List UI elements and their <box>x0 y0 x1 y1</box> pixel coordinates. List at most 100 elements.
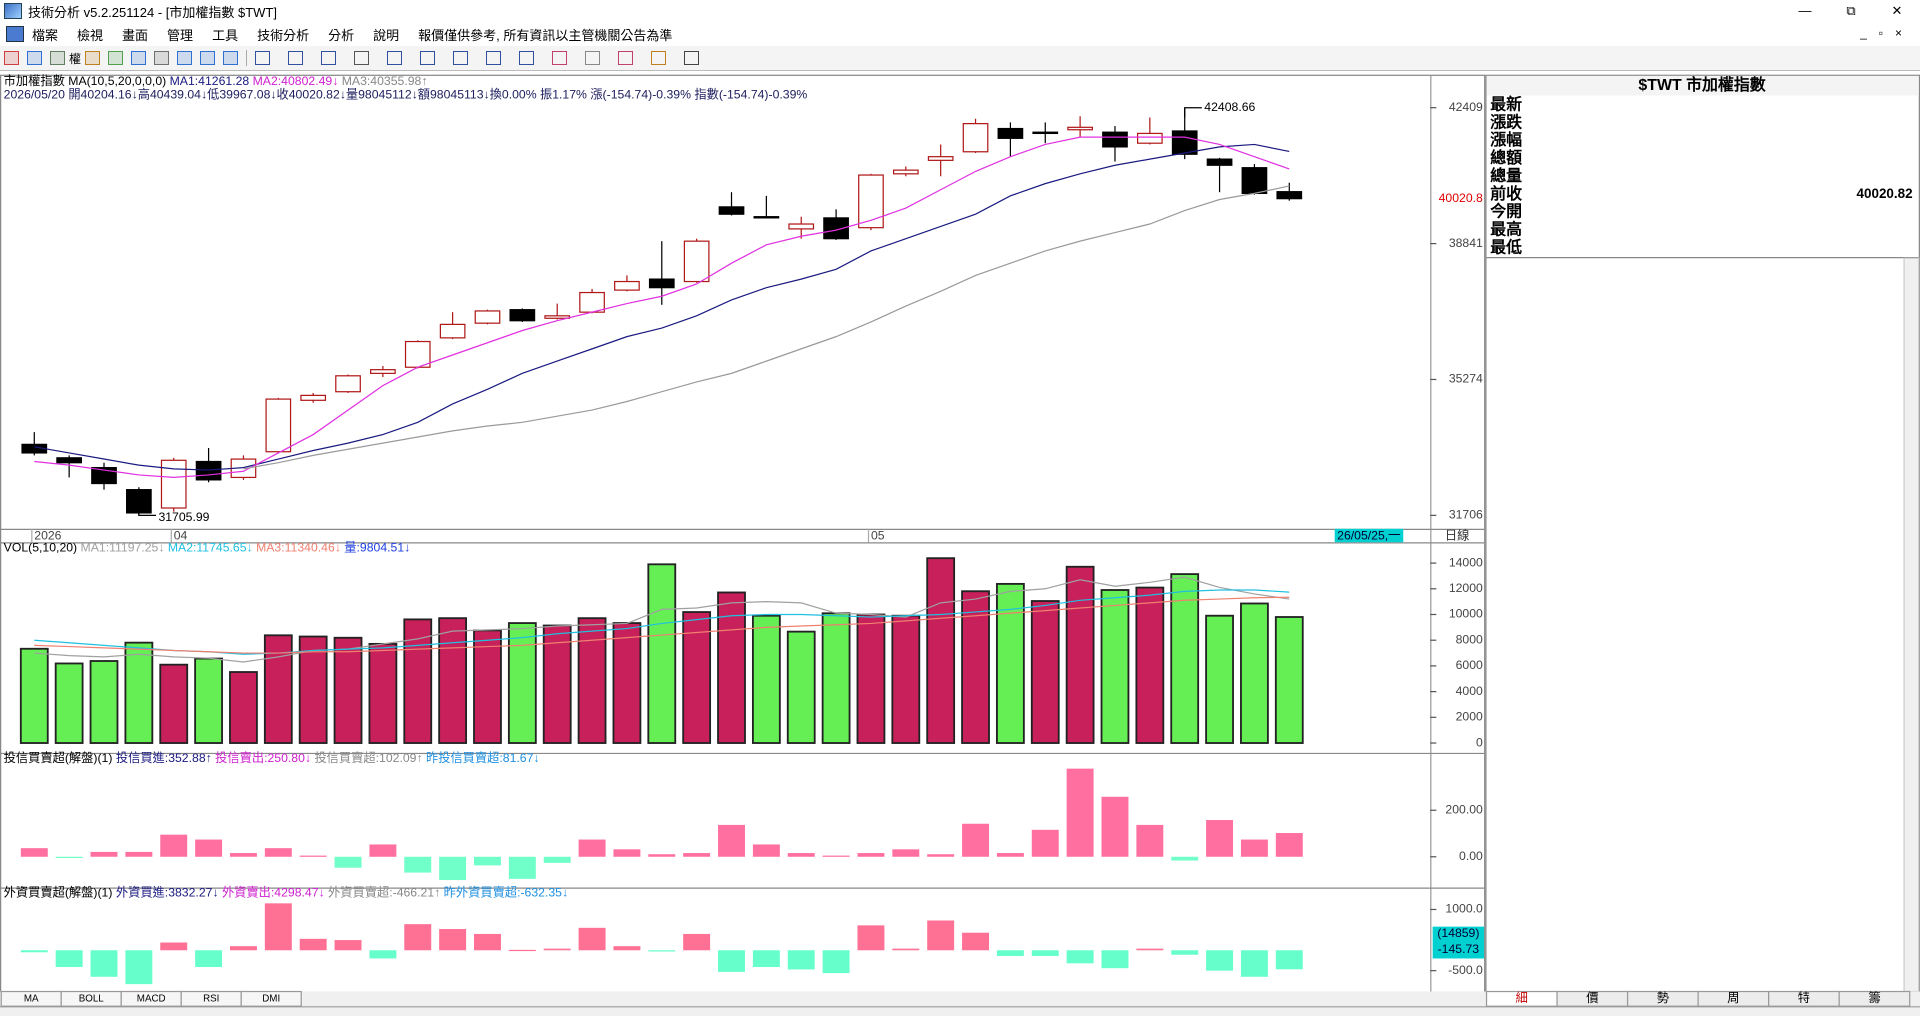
net-bar <box>962 823 990 857</box>
indicator-tab-label: DMI <box>262 993 280 1004</box>
candle-body <box>892 169 919 175</box>
quote-tab[interactable] <box>1838 990 1911 1007</box>
net-bar <box>195 950 223 967</box>
legend-item: 量:9804.51↓ <box>344 541 410 555</box>
toolbar-button[interactable] <box>420 51 436 65</box>
toolbar-button[interactable] <box>85 51 101 65</box>
legend: 外資買賣超(解盤)(1) 外資買進:3832.27↓ 外資賣出:4298.47↓… <box>4 885 568 900</box>
menu-bar: 檔案 檢視 畫面 管理 工具 技術分析 分析 說明 報價僅供參考, 所有資訊以主管機關公告為準… <box>0 22 1920 46</box>
menu-item[interactable]: 管理 <box>167 27 194 43</box>
menu-item[interactable]: 分析 <box>328 27 355 43</box>
toolbar-button[interactable] <box>618 51 634 65</box>
menu-item[interactable]: 畫面 <box>122 27 149 43</box>
toolbar-button[interactable] <box>453 51 469 65</box>
high-pointer <box>1184 107 1202 118</box>
net-bar <box>1066 950 1094 964</box>
net-bar <box>1206 950 1234 971</box>
toolbar-button[interactable] <box>684 51 700 65</box>
volume-bar <box>263 634 293 744</box>
ma-line <box>34 136 1290 479</box>
toolbar-button[interactable] <box>4 51 19 65</box>
toolbar-button[interactable] <box>108 51 124 65</box>
toolbar-button[interactable] <box>585 51 601 65</box>
candle-body <box>927 156 954 161</box>
legend-item: 昨外資買賣超:-632.35↓ <box>444 885 568 900</box>
toolbar-button[interactable] <box>255 51 271 65</box>
candle-body <box>509 309 536 322</box>
quote-tab-label: 特 <box>1798 990 1810 1005</box>
candle-body <box>962 123 989 153</box>
volume-bar <box>961 590 990 744</box>
indicator-tab-label: MACD <box>137 993 166 1004</box>
menu-item[interactable]: 說明 <box>373 27 400 43</box>
net-bar <box>369 950 397 959</box>
volume-bar <box>996 582 1025 744</box>
net-bar <box>55 856 83 858</box>
toolbar-button[interactable] <box>154 51 170 65</box>
maximize-button[interactable]: ⧉ <box>1846 3 1856 18</box>
volume-bar <box>89 660 119 744</box>
quote-panel <box>1485 74 1920 993</box>
toolbar-button[interactable] <box>200 51 216 65</box>
candle-body <box>126 489 152 514</box>
toolbar: 權 <box>0 46 1920 71</box>
menu-item[interactable]: 工具 <box>212 27 239 43</box>
net-bar <box>334 940 362 951</box>
toolbar-button[interactable] <box>552 51 568 65</box>
candle-body <box>997 127 1024 139</box>
net-bar <box>264 848 292 857</box>
volume-bar <box>786 630 816 744</box>
mdi-buttons[interactable]: _▫× <box>1860 26 1914 40</box>
last-price-label: 40020.8 <box>1439 191 1483 205</box>
quote-tab-label: 價 <box>1586 991 1598 1005</box>
volume-bar <box>821 612 851 744</box>
toolbar-button[interactable] <box>486 51 502 65</box>
close-button[interactable]: ✕ <box>1891 3 1903 18</box>
volume-bar <box>229 671 258 744</box>
net-bar <box>752 844 780 857</box>
indicator-tab-label: BOLL <box>79 993 105 1004</box>
toolbar-button[interactable] <box>288 51 304 65</box>
candle-body <box>1102 131 1128 148</box>
volume-bar <box>1065 565 1095 744</box>
volume-bar <box>856 613 886 744</box>
toolbar-button[interactable] <box>50 51 65 65</box>
toolbar-button[interactable] <box>651 51 667 65</box>
quote-title-bar <box>1486 75 1919 96</box>
candle-body <box>195 460 222 481</box>
candle-body <box>300 394 327 401</box>
x-tick-label: 04 <box>174 528 188 542</box>
candle-body <box>370 369 396 374</box>
quote-row-label: 最高 <box>1490 220 1522 239</box>
menu-item[interactable]: 檔案 <box>32 27 59 43</box>
volume-bar <box>1274 616 1304 744</box>
net-bar <box>752 950 780 967</box>
menu-item[interactable]: 技術分析 <box>257 27 310 43</box>
toolbar-button[interactable] <box>177 51 193 65</box>
indicator-tab[interactable] <box>240 990 302 1007</box>
quote-row-label: 總額 <box>1490 148 1522 167</box>
net-bar <box>160 834 188 857</box>
toolbar-button[interactable] <box>321 51 337 65</box>
y-tick-label: 8000 <box>1456 632 1483 646</box>
net-bar <box>822 950 850 974</box>
net-bar <box>508 856 536 879</box>
net-bar <box>996 950 1024 956</box>
net-bar <box>439 929 467 951</box>
toolbar-button[interactable] <box>519 51 535 65</box>
toolbar-button[interactable] <box>354 51 370 65</box>
legend-item: 投信買進:352.88↑ <box>116 750 215 765</box>
net-bar <box>892 849 920 857</box>
net-bar <box>1171 856 1199 861</box>
net-bar <box>962 932 990 951</box>
net-bar <box>229 853 257 857</box>
menu-item[interactable]: 檢視 <box>77 27 104 43</box>
toolbar-button[interactable] <box>131 51 147 65</box>
minimize-button[interactable]: — <box>1798 3 1812 18</box>
toolbar-button[interactable] <box>223 51 239 65</box>
legend: VOL(5,10,20) MA1:11197.25↓ MA2:11745.65↓… <box>4 541 411 555</box>
scrollbar[interactable] <box>1903 257 1920 993</box>
toolbar-button[interactable] <box>387 51 403 65</box>
toolbar-button[interactable] <box>27 51 42 65</box>
